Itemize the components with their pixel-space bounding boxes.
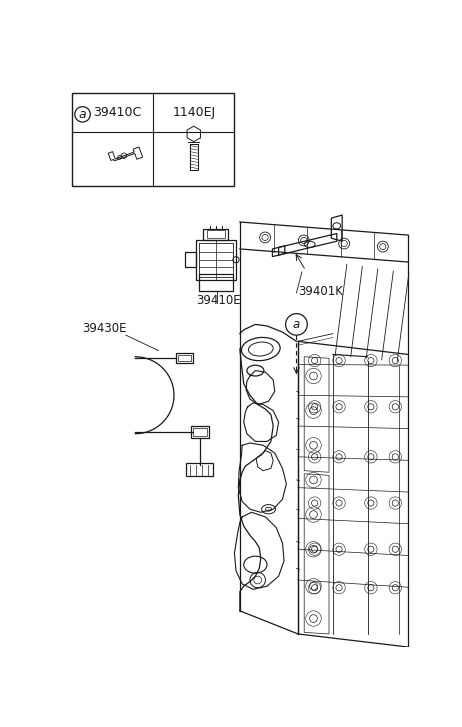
Text: 1140EJ: 1140EJ [172,106,215,119]
Text: a: a [79,108,86,121]
Text: 39410E: 39410E [196,294,240,308]
Text: 39401K: 39401K [298,285,343,298]
Text: a: a [293,318,300,331]
Text: 39410C: 39410C [93,106,141,119]
Text: 39430E: 39430E [83,322,127,335]
